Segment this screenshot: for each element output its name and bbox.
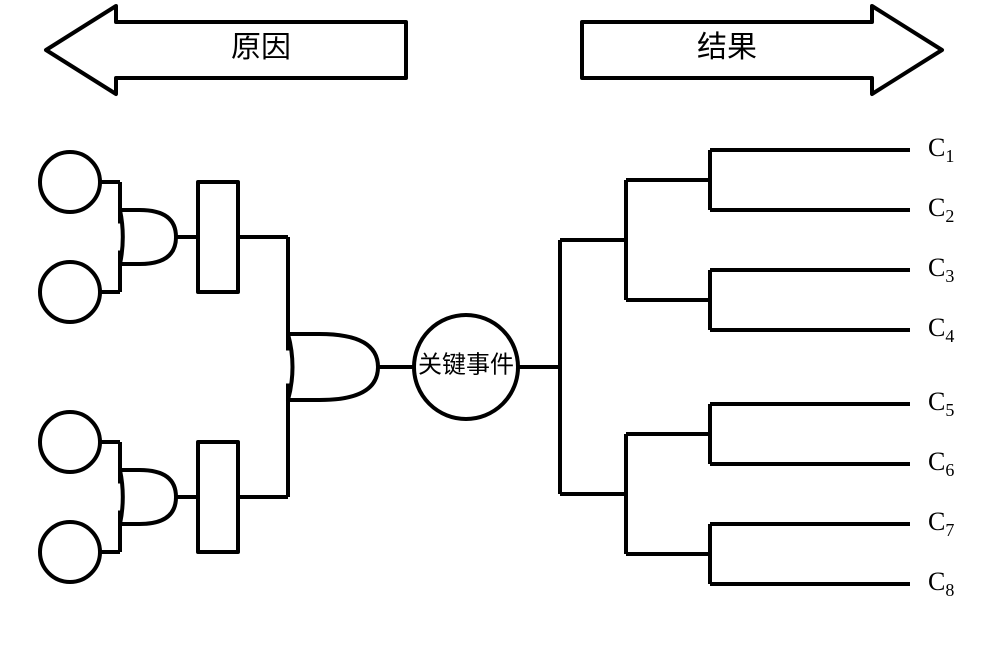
consequence-label-6: C6 [928,447,954,480]
bowtie-diagram: 原因 结果关键事件 C1 C2 C3 C4 C5 C6 C7 C8 [0,0,1000,644]
consequence-label-2: C2 [928,193,954,226]
consequence-label-1: C1 [928,133,954,166]
cause-arrow-label: 原因 [231,31,291,64]
key-event-label: 关键事件 [418,352,514,379]
consequence-label-5: C5 [928,387,954,420]
consequence-label-3: C3 [928,253,954,286]
consequence-label-8: C8 [928,567,954,600]
consequence-label-4: C4 [928,313,954,346]
effect-arrow-label: 结果 [697,31,757,64]
consequence-label-7: C7 [928,507,954,540]
